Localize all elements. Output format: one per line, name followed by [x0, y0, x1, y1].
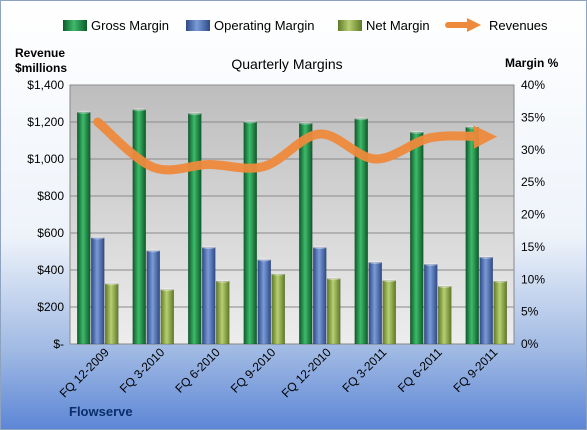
bar-operating-margin — [91, 237, 105, 345]
left-tick-label: $1,400 — [27, 78, 64, 92]
bar-gross-margin-top — [354, 117, 368, 121]
bar-gross-margin — [188, 113, 202, 345]
bar-net-margin-top — [271, 272, 285, 276]
left-axis-title-line1: Revenue — [15, 46, 65, 60]
bar-net-margin-top — [327, 277, 341, 281]
bar-net-margin-top — [216, 279, 230, 283]
x-tick-label: FQ 9-2010 — [228, 345, 279, 396]
right-tick-label: 0% — [521, 337, 539, 351]
bar-gross-margin-top — [188, 111, 202, 116]
left-tick-label: $1,000 — [27, 152, 64, 166]
right-tick-label: 20% — [521, 208, 545, 222]
bar-net-margin — [160, 289, 174, 345]
bar-gross-margin — [77, 111, 91, 345]
x-tick-label: FQ 6-2011 — [395, 345, 445, 395]
left-axis-ticks: $- $200 $400 $600 $800 $1,000 $1,200 $1,400 — [27, 78, 64, 351]
bar-operating-margin-top — [257, 258, 271, 262]
bar-operating-margin — [202, 247, 216, 345]
right-tick-label: 5% — [521, 305, 539, 319]
bar-operating-margin-top — [479, 255, 493, 259]
x-tick-label: FQ 12-2010 — [279, 345, 334, 400]
left-tick-label: $600 — [37, 226, 64, 240]
bar-gross-margin — [299, 122, 313, 345]
x-tick-label: FQ 9-2011 — [451, 345, 501, 395]
bar-operating-margin — [146, 250, 160, 345]
bar-gross-margin — [465, 126, 479, 345]
x-tick-label: FQ 6-2010 — [172, 345, 223, 396]
left-tick-label: $1,200 — [27, 115, 64, 129]
bar-net-margin — [271, 273, 285, 345]
bar-operating-margin — [424, 264, 438, 345]
legend: Gross Margin Operating Margin Net Margin… — [63, 18, 548, 33]
legend-item-net-margin: Net Margin — [338, 18, 430, 33]
bar-net-margin — [493, 280, 507, 345]
bar-operating-margin-top — [146, 249, 160, 253]
bar-gross-margin-top — [132, 108, 146, 112]
right-tick-label: 10% — [521, 272, 545, 286]
bar-gross-margin — [354, 118, 368, 345]
bar-net-margin-top — [160, 288, 174, 292]
legend-item-revenues: Revenues — [445, 18, 548, 33]
bar-gross-margin — [243, 121, 257, 345]
legend-item-operating-margin: Operating Margin — [186, 18, 314, 33]
bar-net-margin-top — [493, 279, 507, 283]
company-label: Flowserve — [69, 404, 133, 419]
legend-label-revenues: Revenues — [489, 18, 548, 33]
right-tick-label: 15% — [521, 240, 545, 254]
bar-operating-margin-top — [368, 260, 382, 265]
right-tick-label: 35% — [521, 110, 545, 124]
bar-gross-margin-top — [77, 110, 91, 114]
bar-net-margin — [216, 280, 230, 345]
bar-gross-margin-top — [410, 130, 424, 134]
left-tick-label: $800 — [37, 189, 64, 203]
bar-net-margin — [105, 283, 119, 345]
bar-operating-margin — [479, 256, 493, 345]
bar-gross-margin-top — [465, 125, 479, 129]
bar-operating-margin — [257, 259, 271, 345]
bar-net-margin — [382, 280, 396, 345]
bar-gross-margin — [132, 109, 146, 345]
bar-net-margin-top — [105, 282, 119, 286]
revenue-series-line — [93, 117, 498, 175]
chart-title: Quarterly Margins — [231, 56, 342, 72]
bar-gross-margin-top — [243, 120, 257, 124]
bar-operating-margin — [368, 262, 382, 345]
x-axis-ticks: FQ 12-2009 FQ 3-2010 FQ 6-2010 FQ 9-2010 FQ … — [57, 345, 501, 400]
bar-operating-margin-top — [91, 236, 105, 240]
right-tick-label: 30% — [521, 143, 545, 157]
bar-gross-margin — [410, 132, 424, 345]
legend-label-operating-margin: Operating Margin — [214, 18, 314, 33]
legend-label-net-margin: Net Margin — [366, 18, 430, 33]
bar-gross-margin-top — [299, 121, 313, 125]
left-tick-label: $400 — [37, 263, 64, 277]
x-tick-label: FQ 3-2011 — [340, 345, 390, 395]
bar-net-margin-top — [438, 284, 452, 288]
legend-label-gross-margin: Gross Margin — [91, 18, 169, 33]
legend-item-gross-margin: Gross Margin — [63, 18, 169, 33]
right-tick-label: 40% — [521, 78, 545, 92]
right-axis-ticks: 0% 5% 10% 15% 20% 25% 30% 35% 40% — [521, 78, 545, 351]
bar-operating-margin-top — [424, 262, 438, 266]
bar-operating-margin-top — [202, 245, 216, 250]
left-axis-title-line2: $millions — [15, 61, 67, 75]
x-tick-label: FQ 12-2009 — [57, 345, 112, 400]
bar-net-margin — [438, 286, 452, 345]
bar-net-margin-top — [382, 278, 396, 283]
revenue-line — [93, 117, 498, 175]
right-axis-title: Margin % — [505, 56, 559, 70]
left-tick-label: $- — [53, 337, 64, 351]
bar-operating-margin-top — [313, 245, 327, 250]
x-tick-label: FQ 3-2010 — [117, 345, 168, 396]
bar-net-margin — [327, 278, 341, 345]
plot-area — [69, 84, 515, 345]
left-tick-label: $200 — [37, 300, 64, 314]
right-tick-label: 25% — [521, 175, 545, 189]
bar-operating-margin — [313, 247, 327, 345]
